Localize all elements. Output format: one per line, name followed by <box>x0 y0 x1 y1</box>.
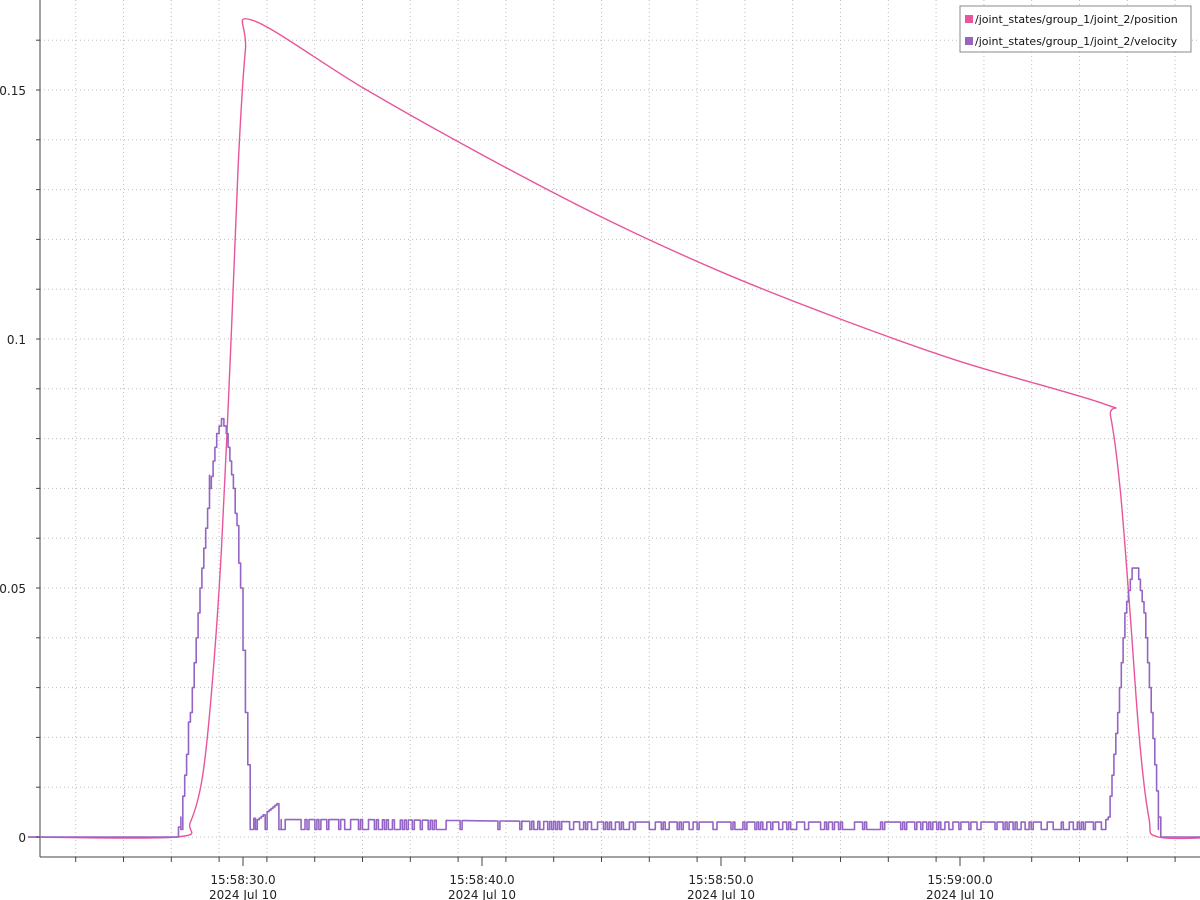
y-tick-label: 0.05 <box>0 582 26 596</box>
x-tick-label-date: 2024 Jul 10 <box>209 888 277 900</box>
y-tick-label: 0 <box>18 831 26 845</box>
series-line-velocity <box>27 417 1200 838</box>
series-line-position <box>27 18 1200 840</box>
legend[interactable]: /joint_states/group_1/joint_2/position /… <box>959 5 1192 53</box>
x-tick-label-time: 15:58:50.0 <box>688 873 753 887</box>
y-tick-label: 0.1 <box>7 333 26 347</box>
grid <box>40 0 1200 857</box>
series <box>27 18 1200 840</box>
y-tick-label: 0.15 <box>0 84 26 98</box>
axes <box>39 0 1200 858</box>
legend-swatch-position <box>965 15 973 23</box>
x-tick-label-date: 2024 Jul 10 <box>687 888 755 900</box>
x-tick-label-time: 15:59:00.0 <box>927 873 992 887</box>
legend-label-velocity: /joint_states/group_1/joint_2/velocity <box>975 35 1178 48</box>
legend-swatch-velocity <box>965 37 973 45</box>
x-tick-label-time: 15:58:30.0 <box>210 873 275 887</box>
x-tick-label-time: 15:58:40.0 <box>449 873 514 887</box>
legend-box <box>959 5 1192 53</box>
x-tick-label-date: 2024 Jul 10 <box>926 888 994 900</box>
legend-label-position: /joint_states/group_1/joint_2/position <box>975 13 1178 26</box>
x-tick-label-date: 2024 Jul 10 <box>448 888 516 900</box>
